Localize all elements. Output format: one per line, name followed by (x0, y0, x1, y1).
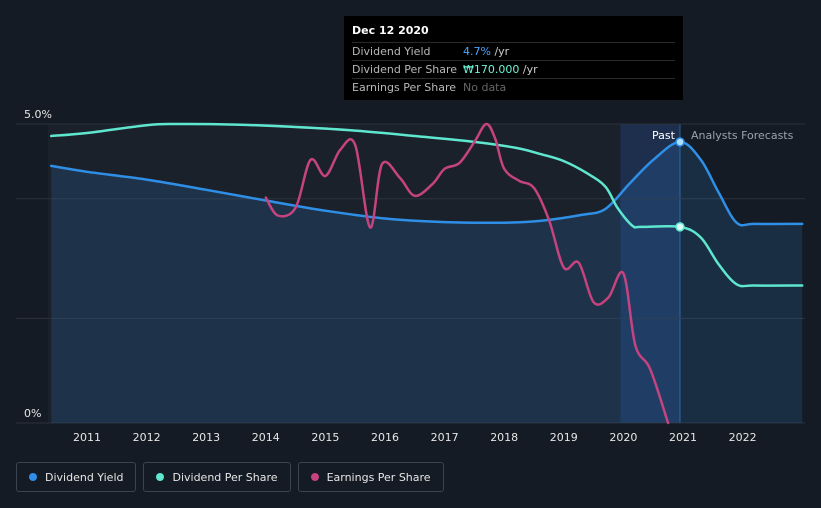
legend-item-dividend-per-share[interactable]: Dividend Per Share (143, 462, 291, 492)
tooltip-row-earnings-per-share: Earnings Per Share No data (352, 78, 675, 96)
legend-item-dividend-yield[interactable]: Dividend Yield (16, 462, 137, 492)
dividend-yield-dot-icon (29, 473, 37, 481)
tooltip-date: Dec 12 2020 (352, 24, 429, 37)
y-tick-label-top: 5.0% (24, 108, 52, 121)
x-tick-label: 2017 (431, 431, 459, 444)
dividend-per-share-line (49, 122, 804, 288)
legend: Dividend Yield Dividend Per Share Earnin… (16, 462, 444, 492)
tooltip-value: No data (463, 81, 507, 94)
legend-label: Earnings Per Share (326, 470, 431, 484)
dividend-per-share-marker (675, 222, 685, 232)
legend-item-earnings-per-share[interactable]: Earnings Per Share (297, 462, 444, 492)
x-tick-label: 2019 (550, 431, 578, 444)
tooltip-label: Earnings Per Share (352, 81, 457, 94)
x-tick-label: 2016 (371, 431, 399, 444)
dividend-yield-line (49, 140, 804, 227)
x-tick-label: 2018 (490, 431, 518, 444)
data-tooltip: Dec 12 2020 Dividend Yield 4.7% /yr Divi… (344, 16, 683, 100)
tooltip-unit: /yr (519, 63, 538, 76)
x-tick-label: 2013 (192, 431, 220, 444)
tooltip-value: 4.7% (463, 45, 491, 58)
x-tick-label: 2012 (133, 431, 161, 444)
past-region-label: Past (652, 129, 675, 142)
y-tick-label-bottom: 0% (24, 407, 41, 420)
tooltip-row-dividend-per-share: Dividend Per Share ₩170.000 /yr (352, 60, 675, 78)
x-tick-label: 2014 (252, 431, 280, 444)
highlight-region (620, 124, 681, 423)
forecast-region-label: Analysts Forecasts (691, 129, 794, 142)
tooltip-label: Dividend Per Share (352, 63, 458, 76)
tooltip-label: Dividend Yield (352, 45, 431, 58)
x-tick-label: 2022 (729, 431, 757, 444)
x-tick-label: 2021 (669, 431, 697, 444)
dividend-yield-area (51, 141, 803, 423)
earnings-per-share-line (264, 122, 670, 425)
legend-label: Dividend Per Share (172, 470, 278, 484)
earnings-per-share-dot-icon (310, 473, 319, 481)
legend-label: Dividend Yield (45, 470, 124, 484)
dividend-yield-marker (675, 137, 685, 147)
x-tick-label: 2015 (311, 431, 339, 444)
x-tick-label: 2011 (73, 431, 101, 444)
tooltip-row-dividend-yield: Dividend Yield 4.7% /yr (352, 42, 675, 60)
tooltip-value: ₩170.000 (463, 63, 520, 76)
x-tick-label: 2020 (609, 431, 637, 444)
tooltip-unit: /yr (490, 45, 510, 58)
past-region (48, 124, 681, 423)
dividend-per-share-dot-icon (156, 473, 165, 481)
